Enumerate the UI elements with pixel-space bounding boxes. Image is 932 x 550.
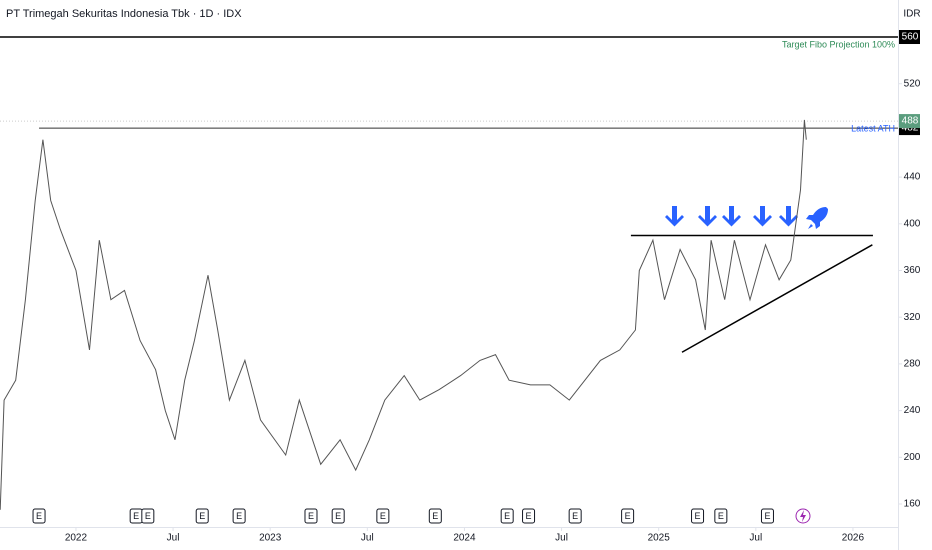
y-tick-label: 520 bbox=[904, 78, 921, 89]
y-tick-label: 400 bbox=[904, 218, 921, 229]
last-price-label: 488 bbox=[902, 116, 919, 127]
earnings-marker bbox=[32, 508, 46, 524]
ath-label: Latest ATH bbox=[851, 123, 895, 133]
earnings-marker bbox=[568, 508, 582, 524]
x-tick-label: 2025 bbox=[648, 533, 671, 544]
earnings-label: E bbox=[145, 511, 151, 521]
chart-title: PT Trimegah Sekuritas Indonesia Tbk · 1D… bbox=[6, 8, 242, 20]
ath-price-label: 482 bbox=[902, 123, 919, 134]
rocket-icon bbox=[806, 207, 828, 229]
x-tick-label: Jul bbox=[555, 533, 568, 544]
earnings-label: E bbox=[695, 511, 701, 521]
x-tick-label: Jul bbox=[167, 533, 180, 544]
earnings-label: E bbox=[380, 511, 386, 521]
x-tick-label: 2026 bbox=[842, 533, 865, 544]
earnings-marker bbox=[522, 508, 536, 524]
earnings-label: E bbox=[625, 511, 631, 521]
x-tick-label: 2022 bbox=[65, 533, 88, 544]
earnings-label: E bbox=[133, 511, 139, 521]
y-tick-label: 320 bbox=[904, 312, 921, 323]
currency-label: IDR bbox=[903, 9, 920, 20]
x-tick-label: Jul bbox=[361, 533, 374, 544]
x-tick-label: 2023 bbox=[259, 533, 282, 544]
y-tick-label: 240 bbox=[904, 405, 921, 416]
y-tick-label: 440 bbox=[904, 172, 921, 183]
earnings-marker bbox=[376, 508, 390, 524]
earnings-label: E bbox=[504, 511, 510, 521]
y-tick-label: 200 bbox=[904, 452, 921, 463]
earnings-label: E bbox=[526, 511, 532, 521]
earnings-marker bbox=[428, 508, 442, 524]
earnings-label: E bbox=[432, 511, 438, 521]
earnings-label: E bbox=[199, 511, 205, 521]
y-tick-label: 360 bbox=[904, 265, 921, 276]
earnings-marker bbox=[500, 508, 514, 524]
earnings-marker bbox=[195, 508, 209, 524]
x-tick-label: 2024 bbox=[453, 533, 476, 544]
earnings-marker bbox=[141, 508, 155, 524]
trendline bbox=[681, 244, 873, 353]
earnings-label: E bbox=[308, 511, 314, 521]
arrow bbox=[722, 206, 741, 227]
earnings-label: E bbox=[36, 511, 42, 521]
target-label: Target Fibo Projection 100% bbox=[782, 39, 895, 49]
y-tick-label: 280 bbox=[904, 359, 921, 370]
earnings-marker bbox=[760, 508, 774, 524]
earnings-label: E bbox=[718, 511, 724, 521]
arrow bbox=[665, 206, 684, 227]
last-price-box bbox=[899, 114, 920, 129]
earnings-marker bbox=[232, 508, 246, 524]
arrow bbox=[753, 206, 772, 227]
price-line bbox=[0, 119, 807, 510]
event-lightning bbox=[795, 508, 811, 524]
earnings-label: E bbox=[572, 511, 578, 521]
lightning bbox=[800, 510, 806, 522]
earnings-marker bbox=[714, 508, 728, 524]
earnings-label: E bbox=[335, 511, 341, 521]
earnings-marker bbox=[691, 508, 705, 524]
target-price-label: 560 bbox=[902, 32, 919, 43]
arrow bbox=[779, 206, 798, 227]
arrows bbox=[665, 206, 828, 229]
arrow bbox=[698, 206, 717, 227]
x-tick-label: Jul bbox=[749, 533, 762, 544]
target-price-box bbox=[899, 30, 920, 45]
y-tick-label: 160 bbox=[904, 499, 921, 510]
earnings-label: E bbox=[764, 511, 770, 521]
earnings-marker bbox=[304, 508, 318, 524]
earnings-marker bbox=[621, 508, 635, 524]
earnings-label: E bbox=[236, 511, 242, 521]
earnings-marker bbox=[331, 508, 345, 524]
